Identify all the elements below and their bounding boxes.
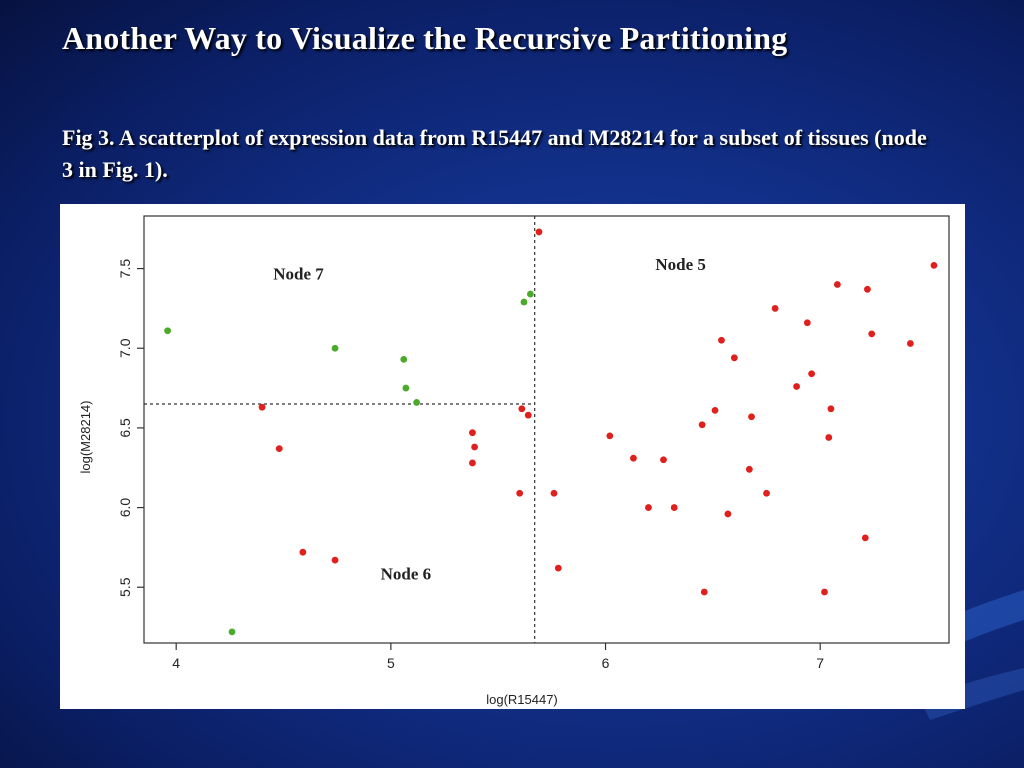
green-data-point [331, 344, 339, 352]
red-data-point [660, 456, 667, 464]
red-data-point [471, 443, 478, 451]
red-data-point [827, 405, 835, 413]
red-data-point [821, 588, 828, 596]
red-data-point [825, 434, 833, 441]
green-data-point [400, 355, 408, 363]
red-data-point [771, 305, 779, 312]
red-data-point [554, 564, 562, 572]
slide-title: Another Way to Visualize the Recursive P… [62, 20, 788, 56]
red-data-point [550, 489, 558, 497]
x-tick-label: 7 [816, 655, 824, 671]
red-data-point [808, 370, 816, 378]
red-data-point [518, 405, 526, 413]
green-data-point [402, 384, 410, 392]
red-data-point [606, 432, 614, 440]
red-data-point [803, 319, 811, 327]
y-tick-label: 5.5 [117, 577, 133, 597]
red-data-point [868, 330, 876, 338]
red-data-point [763, 489, 770, 497]
red-data-point [745, 465, 753, 473]
y-axis-label: log(M28214) [78, 401, 93, 474]
red-data-point [524, 411, 532, 419]
y-tick-label: 7.0 [117, 338, 133, 358]
red-data-point [469, 429, 476, 437]
x-tick-label: 4 [172, 655, 180, 671]
green-data-point [164, 327, 172, 335]
red-data-point [275, 445, 283, 453]
red-data-point [930, 261, 938, 269]
red-data-point [299, 548, 307, 556]
red-data-point [645, 504, 652, 511]
red-data-point [833, 281, 841, 288]
red-data-point [258, 403, 266, 411]
green-data-point [413, 399, 421, 406]
red-data-point [748, 413, 755, 421]
x-axis-label: log(R15447) [486, 692, 558, 707]
red-data-point [793, 383, 800, 390]
red-data-point [698, 421, 706, 429]
red-data-point [861, 534, 869, 542]
x-tick-label: 5 [387, 655, 395, 671]
red-data-point [535, 228, 543, 236]
red-data-point [516, 489, 524, 497]
y-tick-label: 6.0 [117, 498, 133, 518]
red-data-point [331, 556, 339, 564]
red-data-point [700, 588, 708, 596]
green-data-point [520, 298, 528, 306]
red-data-point [711, 406, 719, 414]
y-tick-label: 6.5 [117, 418, 133, 438]
red-data-point [670, 504, 678, 511]
y-tick-label: 7.5 [117, 259, 133, 279]
node-label: Node 7 [273, 265, 324, 284]
red-data-point [730, 354, 738, 362]
scatterplot: 4 5 6 7 5.5 6.0 6.5 7.0 7.5 Node 7 Node 5 Node 6 l… [78, 215, 950, 707]
node-label: Node 6 [381, 564, 432, 583]
x-tick-label: 6 [602, 655, 610, 671]
node-label: Node 5 [655, 255, 706, 274]
red-data-point [864, 285, 871, 293]
scatterplot-panel: 4 5 6 7 5.5 6.0 6.5 7.0 7.5 Node 7 Node 5 Node 6 l… [60, 204, 965, 709]
plot-frame [143, 215, 950, 644]
green-data-point [228, 628, 236, 636]
red-data-point [724, 510, 732, 518]
figure-caption: Fig 3. A scatterplot of expression data … [62, 125, 927, 182]
red-data-point [718, 336, 725, 344]
green-data-point [527, 290, 534, 298]
red-data-point [469, 459, 476, 467]
red-data-point [906, 340, 914, 347]
red-data-point [630, 454, 637, 462]
